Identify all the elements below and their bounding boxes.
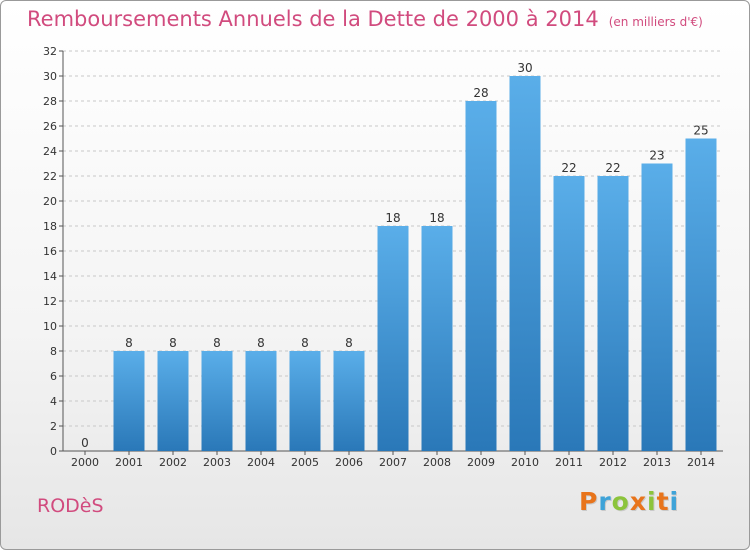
- title-text: Remboursements Annuels de la Dette de 20…: [27, 7, 599, 31]
- data-label: 8: [213, 336, 221, 350]
- commune-name: RODèS: [37, 495, 104, 517]
- logo-letter: i: [647, 487, 657, 516]
- title-unit: (en milliers d'€): [608, 15, 703, 29]
- bar: [245, 351, 277, 451]
- bar: [597, 176, 629, 451]
- x-tick-label: 2010: [511, 456, 539, 469]
- bar: [465, 101, 497, 451]
- y-tick-label: 24: [43, 145, 57, 158]
- bar: [421, 226, 453, 451]
- bar: [509, 76, 541, 451]
- data-label: 18: [385, 211, 400, 225]
- data-label: 8: [125, 336, 133, 350]
- y-tick-label: 4: [50, 395, 57, 408]
- y-tick-label: 0: [50, 445, 57, 458]
- y-tick-label: 8: [50, 345, 57, 358]
- x-tick-label: 2004: [247, 456, 275, 469]
- data-label: 30: [517, 61, 532, 75]
- data-label: 8: [301, 336, 309, 350]
- y-tick-label: 14: [43, 270, 57, 283]
- logo-letter: i: [669, 487, 680, 516]
- proxiti-logo[interactable]: Proxiti: [579, 487, 679, 516]
- labels: 0246810121416182022242628303202000820018…: [43, 45, 715, 469]
- x-tick-label: 2012: [599, 456, 627, 469]
- data-label: 22: [605, 161, 620, 175]
- bar: [377, 226, 409, 451]
- data-label: 28: [473, 86, 488, 100]
- y-tick-label: 16: [43, 245, 57, 258]
- bars: [113, 76, 717, 451]
- bar: [157, 351, 189, 451]
- x-tick-label: 2003: [203, 456, 231, 469]
- y-tick-label: 2: [50, 420, 57, 433]
- data-label: 22: [561, 161, 576, 175]
- data-label: 8: [345, 336, 353, 350]
- y-tick-label: 20: [43, 195, 57, 208]
- x-tick-label: 2002: [159, 456, 187, 469]
- bar: [113, 351, 145, 451]
- data-label: 25: [693, 124, 708, 138]
- y-tick-label: 26: [43, 120, 57, 133]
- chart-title: Remboursements Annuels de la Dette de 20…: [27, 7, 703, 31]
- x-tick-label: 2001: [115, 456, 143, 469]
- logo-letter: P: [579, 487, 599, 516]
- data-label: 0: [81, 436, 89, 450]
- x-tick-label: 2013: [643, 456, 671, 469]
- y-tick-label: 22: [43, 170, 57, 183]
- x-tick-label: 2008: [423, 456, 451, 469]
- data-label: 18: [429, 211, 444, 225]
- y-tick-label: 18: [43, 220, 57, 233]
- data-label: 8: [257, 336, 265, 350]
- bar: [641, 163, 673, 451]
- x-tick-label: 2007: [379, 456, 407, 469]
- bar: [685, 138, 717, 451]
- logo-letter: x: [629, 487, 647, 516]
- x-tick-label: 2009: [467, 456, 495, 469]
- logo-letter: o: [611, 487, 630, 516]
- bar: [289, 351, 321, 451]
- x-tick-label: 2000: [71, 456, 99, 469]
- x-tick-label: 2011: [555, 456, 583, 469]
- data-label: 8: [169, 336, 177, 350]
- data-label: 23: [649, 149, 664, 163]
- x-tick-label: 2014: [687, 456, 715, 469]
- y-tick-label: 6: [50, 370, 57, 383]
- y-tick-label: 12: [43, 295, 57, 308]
- x-tick-label: 2006: [335, 456, 363, 469]
- y-tick-label: 10: [43, 320, 57, 333]
- bar: [201, 351, 233, 451]
- y-tick-label: 30: [43, 70, 57, 83]
- x-tick-label: 2005: [291, 456, 319, 469]
- logo-letter: t: [656, 487, 670, 516]
- logo-letter: r: [598, 487, 612, 516]
- bar: [333, 351, 365, 451]
- bar: [553, 176, 585, 451]
- y-tick-label: 32: [43, 45, 57, 58]
- y-tick-label: 28: [43, 95, 57, 108]
